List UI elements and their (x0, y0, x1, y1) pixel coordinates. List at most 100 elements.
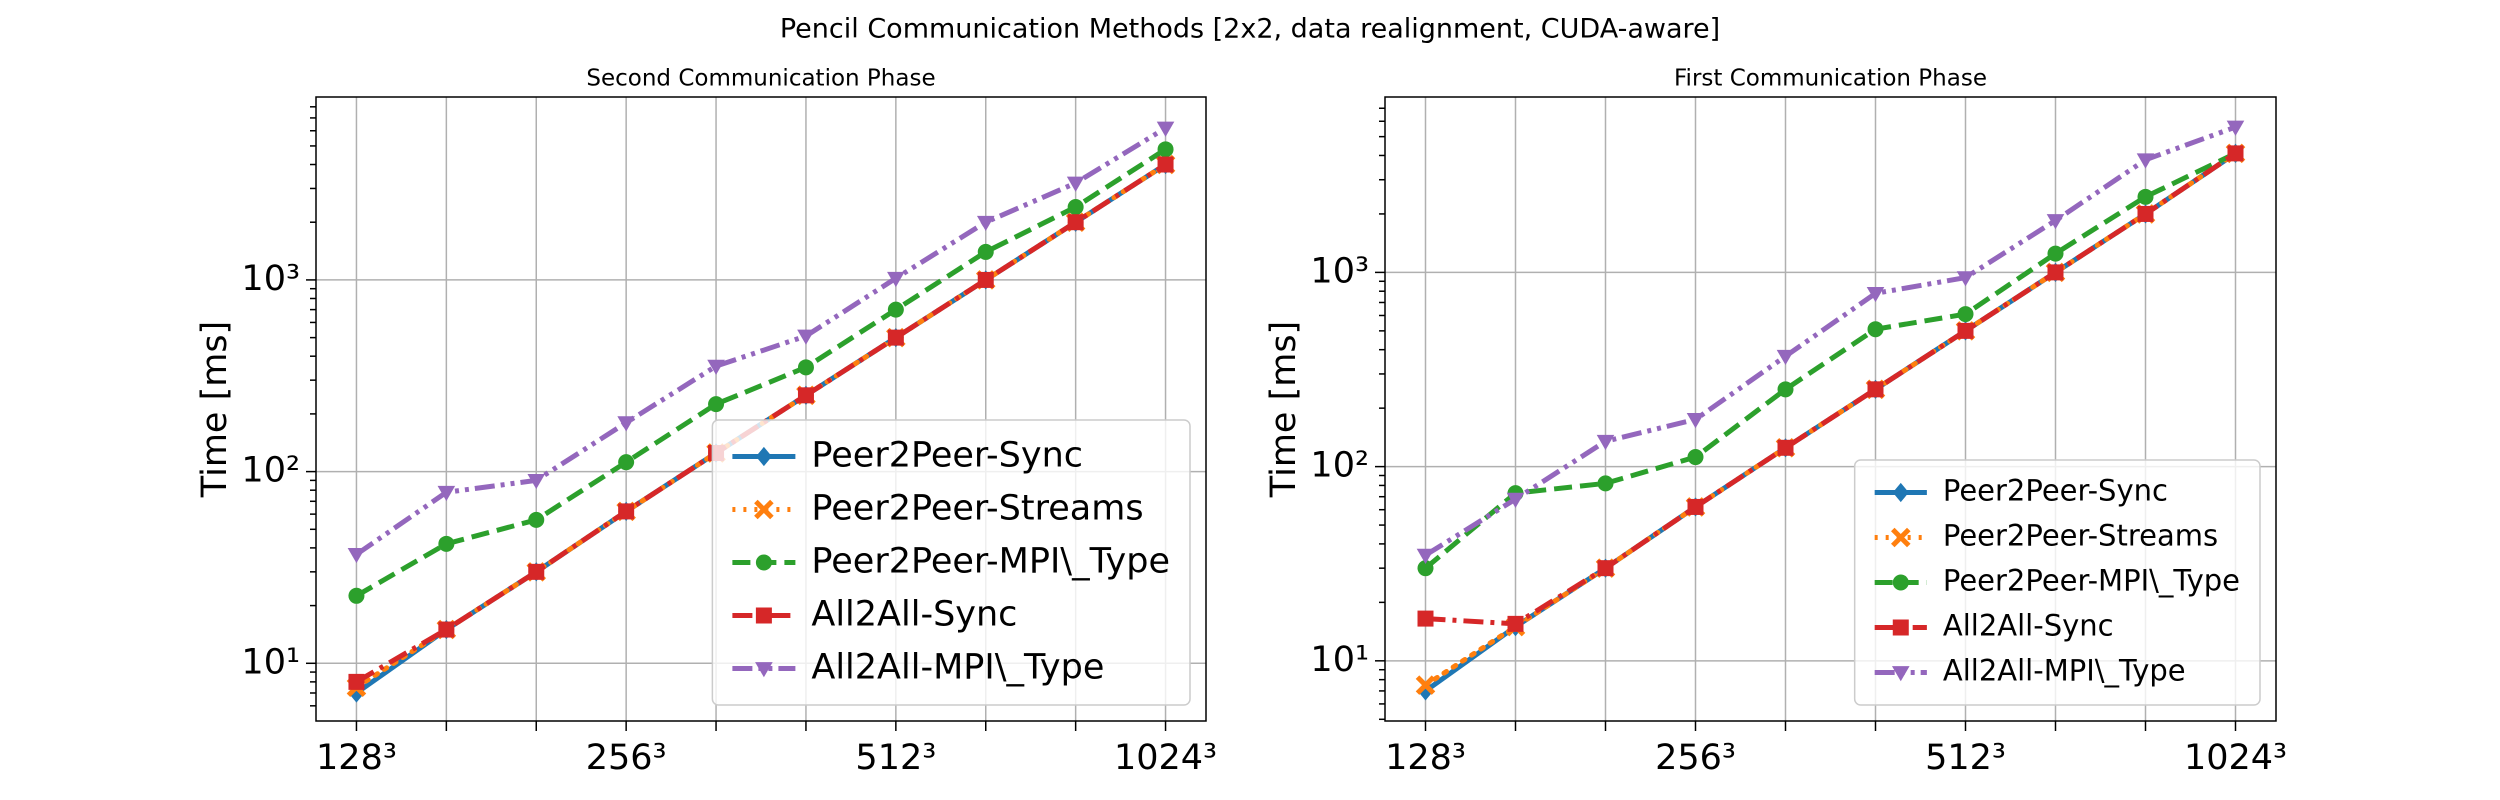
legend-label: Peer2Peer-MPI\_Type (1943, 564, 2240, 598)
marker (976, 215, 995, 232)
legend-marker (1892, 619, 1909, 636)
marker (438, 621, 455, 638)
marker (1157, 156, 1174, 173)
y-tick-label: 10³ (1310, 251, 1369, 291)
legend-box (711, 419, 1191, 706)
y-tick-label: 10³ (241, 259, 300, 299)
marker (438, 535, 455, 552)
marker (1507, 615, 1524, 632)
marker (1597, 475, 1614, 492)
legend-label: Peer2Peer-Sync (811, 436, 1083, 476)
legend-marker (754, 499, 774, 520)
series-line (355, 125, 1167, 557)
marker (1687, 498, 1704, 515)
marker (2137, 205, 2154, 222)
marker (2227, 145, 2244, 162)
marker (1067, 199, 1084, 216)
marker (1596, 434, 1615, 451)
legend-marker (1892, 482, 1909, 503)
legend-marker (1891, 666, 1910, 682)
x-tick-label: 1024³ (1114, 738, 1217, 778)
marker (1687, 449, 1704, 466)
legend-label: Peer2Peer-Sync (1943, 474, 2168, 508)
marker (347, 547, 366, 564)
marker (2046, 214, 2065, 230)
marker (1686, 413, 1705, 429)
legend-marker (1891, 527, 1911, 548)
marker (348, 587, 365, 604)
marker (797, 329, 815, 345)
marker (528, 511, 545, 528)
axes-frame (315, 96, 1207, 722)
axes-frame (1384, 96, 2277, 722)
x-tick-label: 512³ (1925, 738, 2006, 778)
y-tick-label: 10² (1310, 446, 1369, 486)
marker (1867, 321, 1884, 338)
marker (1777, 381, 1794, 398)
y-tick-label: 10² (241, 451, 300, 491)
marker (1067, 214, 1084, 231)
x-tick-label: 128³ (1385, 738, 1466, 778)
marker (618, 503, 635, 520)
x-tick-label: 1024³ (2184, 738, 2287, 778)
marker (2136, 153, 2155, 169)
legend-marker (755, 554, 772, 571)
marker (528, 563, 545, 580)
marker (1597, 560, 1614, 577)
marker (887, 271, 905, 288)
marker (2137, 188, 2154, 205)
legend-marker (755, 446, 772, 467)
marker (1157, 141, 1174, 158)
marker (1867, 381, 1884, 398)
marker (707, 359, 725, 375)
marker (797, 387, 814, 404)
marker (1956, 271, 1975, 287)
legend-marker (755, 662, 773, 678)
x-tick-label: 512³ (855, 738, 936, 778)
marker (1417, 610, 1434, 627)
marker (348, 673, 365, 690)
marker (527, 473, 546, 490)
marker (1415, 675, 1436, 695)
series-line (1425, 151, 2237, 627)
marker (708, 396, 725, 413)
legend-label: All2All-MPI\_Type (811, 648, 1104, 688)
marker (1506, 492, 1525, 508)
legend-label: All2All-Sync (1943, 609, 2114, 643)
marker (1417, 560, 1434, 577)
marker (887, 301, 904, 318)
marker (797, 359, 814, 376)
marker (1866, 286, 1885, 303)
y-axis-label: Time [ms] (195, 321, 235, 498)
legend-label: All2All-Sync (811, 595, 1017, 635)
marker (1957, 322, 1974, 339)
marker (437, 485, 456, 502)
marker (1777, 439, 1794, 456)
marker (2226, 120, 2245, 136)
legend-box (1853, 459, 2261, 706)
legend-marker (755, 607, 772, 624)
x-tick-label: 128³ (316, 738, 397, 778)
y-tick-label: 10¹ (241, 642, 300, 682)
marker (977, 271, 994, 288)
marker (977, 243, 994, 260)
marker (1776, 349, 1795, 366)
y-tick-label: 10¹ (1310, 640, 1369, 680)
series-line (355, 147, 1167, 598)
axes-title: First Communication Phase (1674, 66, 1987, 92)
x-tick-label: 256³ (1655, 738, 1736, 778)
legend: Peer2Peer-Sync Peer2Peer-Streams Peer2Peer… (711, 419, 1191, 706)
legend-marker (1892, 574, 1909, 591)
marker (1957, 306, 1974, 323)
legend-label: All2All-MPI\_Type (1943, 654, 2186, 688)
series-line (1423, 151, 2237, 571)
figure-title: Pencil Communication Methods [2x2, data … (780, 14, 1720, 45)
legend-label: Peer2Peer-MPI\_Type (811, 542, 1170, 582)
y-axis-label: Time [ms] (1264, 321, 1304, 498)
marker (1416, 548, 1435, 564)
marker (618, 454, 635, 471)
marker (2047, 264, 2064, 281)
marker (2047, 245, 2064, 262)
marker (617, 416, 635, 432)
